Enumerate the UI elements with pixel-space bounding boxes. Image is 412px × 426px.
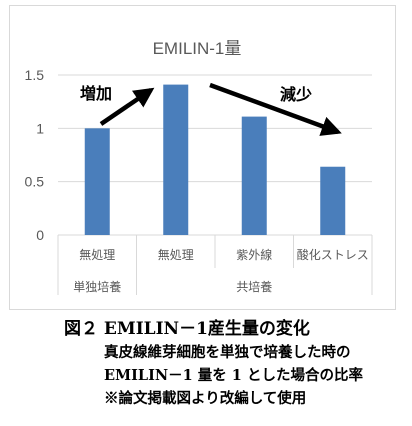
y-tick-label: 0.5 [25,174,45,190]
y-tick-label: 0 [36,227,44,243]
decrease-label: 減少 [280,85,312,104]
chart-area: EMILIN-1量 0 0.5 1 1.5 無処理 無処理 紫外線 酸化ストレス 単独培養 共… [9,5,396,310]
increase-arrow [99,87,155,126]
caption-line: ※論文掲載図より改編して使用 [104,390,307,407]
bars [84,84,346,235]
bar-chart: EMILIN-1量 0 0.5 1 1.5 無処理 無処理 紫外線 酸化ストレス 単独培養 共… [25,39,373,295]
y-axis-ticks: 0 0.5 1 1.5 [25,67,45,243]
x-tick-label: 無処理 [158,247,194,262]
y-tick-label: 1 [36,120,44,136]
group-labels: 単独培養 共培養 [57,235,373,295]
x-tick-label: 酸化ストレス [297,247,369,262]
increase-label: 増加 [80,84,112,103]
x-axis-labels: 無処理 無処理 紫外線 酸化ストレス [79,247,369,262]
y-tick-label: 1.5 [25,67,45,83]
annotations: 増加 減少 [80,82,342,136]
bar [320,166,346,235]
bar [84,128,110,235]
group-label: 単独培養 [73,279,121,294]
bar [163,84,189,235]
caption-line: EMILIN－1 量を 1 とした場合の比率 [104,367,363,384]
chart-title: EMILIN-1量 [153,39,242,58]
x-tick-label: 無処理 [79,247,115,262]
x-tick-label: 紫外線 [236,247,272,262]
decrease-arrow [209,82,342,136]
group-label: 共培養 [236,279,272,294]
caption-line: 真皮線維芽細胞を単独で培養した時の [104,344,351,361]
bar [241,116,267,235]
figure-caption-title: 図２ EMILIN－1産生量の変化 [64,319,310,339]
